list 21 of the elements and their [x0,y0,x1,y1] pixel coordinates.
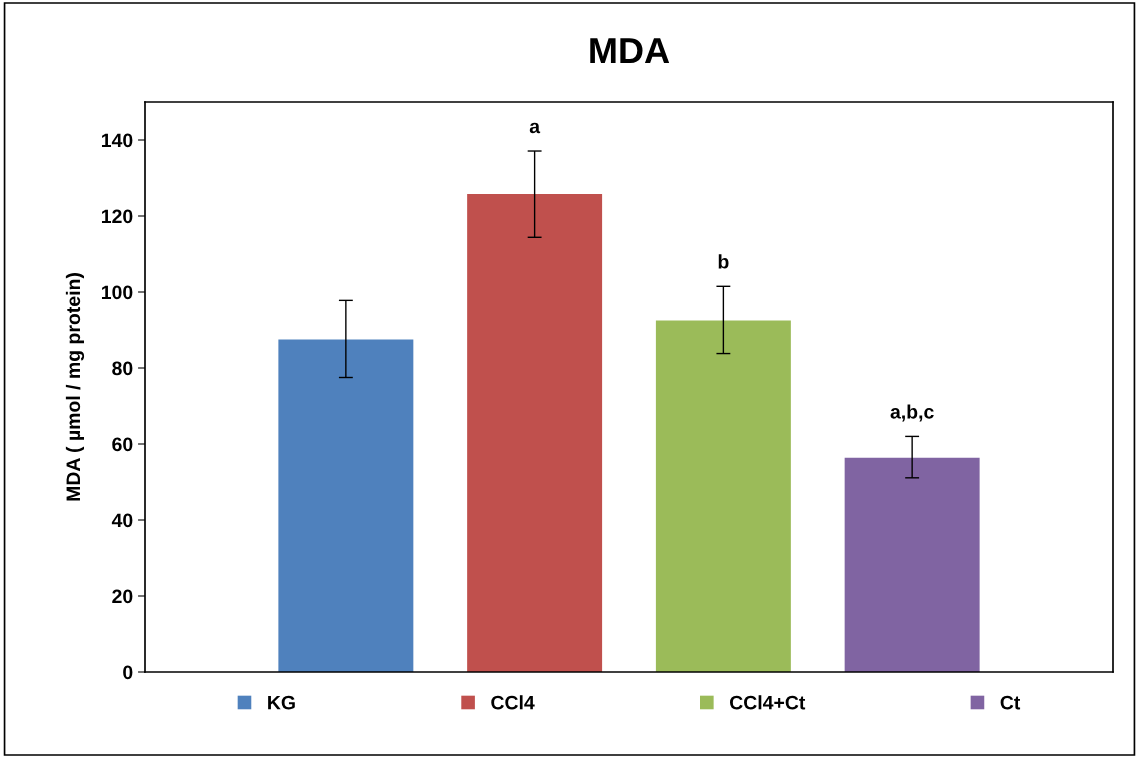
bar [467,193,603,672]
legend-label: KG [268,695,295,710]
y-tick-label: 20 [112,589,133,604]
legend-label: CCl4 [491,695,535,710]
chart-title: MDA [590,38,670,64]
legend-label: CCl4+Ct [729,695,806,710]
y-tick-label: 0 [123,665,133,680]
data-label: a,b,c [890,404,934,422]
y-tick-label: 120 [101,209,133,224]
legend-label: Ct [1000,695,1021,710]
bar [278,339,414,672]
data-label: a [529,122,541,134]
y-tick-label: 100 [101,285,133,300]
y-tick-label: 60 [112,437,133,452]
y-tick-label: 80 [112,361,133,376]
bar [655,320,791,672]
y-tick-label: 40 [111,513,133,528]
data-label: b [718,254,729,269]
bar [844,457,980,672]
y-axis-title: MDA ( µmol / mg protein) [65,273,85,501]
y-tick-label: 140 [101,133,133,148]
